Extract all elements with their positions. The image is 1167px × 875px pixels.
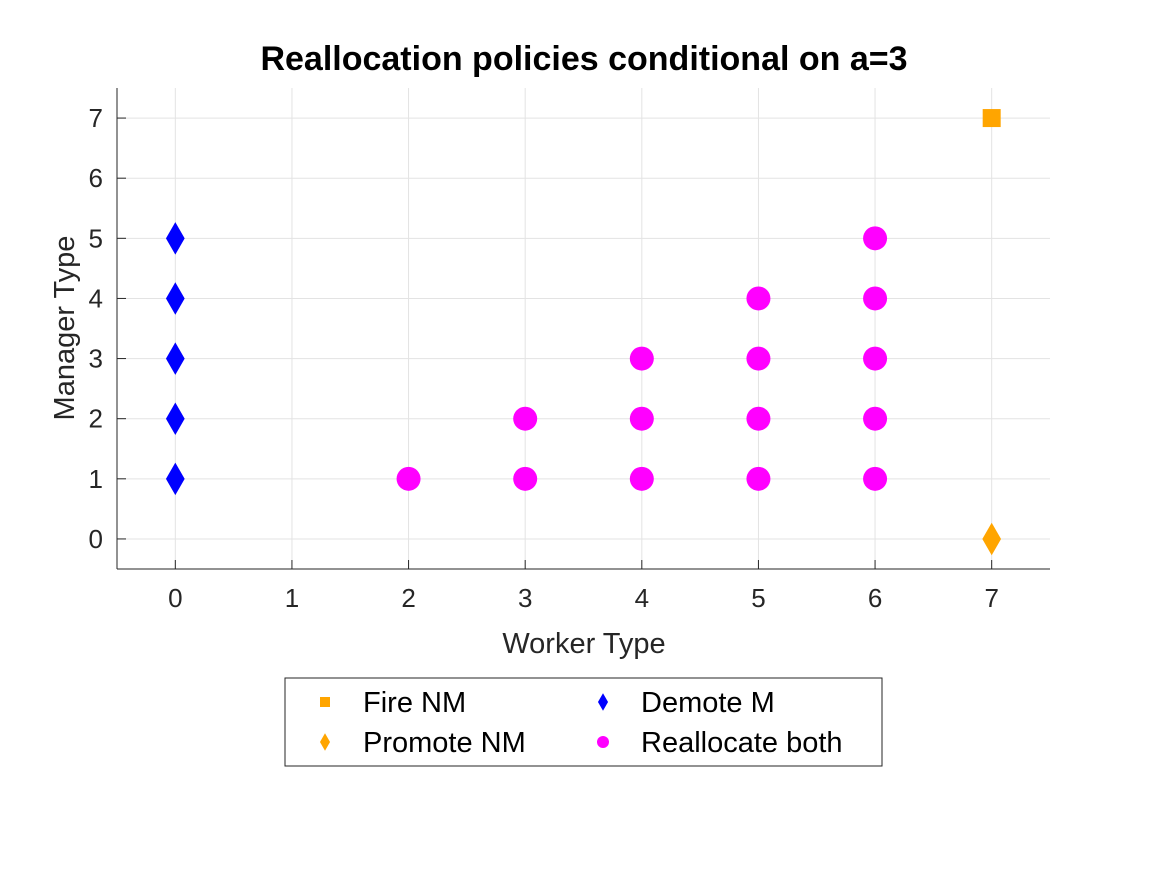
x-axis-label: Worker Type (502, 628, 665, 660)
point-reallocate-both (863, 346, 888, 371)
y-axis-label: Manager Type (49, 236, 81, 421)
x-tick-label: 7 (984, 583, 998, 613)
point-reallocate-both (746, 406, 771, 431)
y-tick-label: 5 (89, 223, 103, 253)
legend-label-demote-m: Demote M (641, 687, 775, 719)
y-tick-label: 0 (89, 524, 103, 554)
point-reallocate-both (513, 406, 538, 431)
point-demote-m (165, 282, 185, 315)
point-fire-nm (982, 109, 1001, 128)
point-reallocate-both (863, 406, 888, 431)
y-tick-label: 1 (89, 464, 103, 494)
y-tick-label: 4 (89, 283, 103, 313)
x-tick-label: 2 (401, 583, 415, 613)
y-tick-label: 6 (89, 163, 103, 193)
point-demote-m (165, 462, 185, 496)
legend-box (284, 677, 883, 767)
point-reallocate-both (746, 286, 771, 311)
x-tick-label: 4 (635, 583, 649, 613)
legend-label-promote-nm: Promote NM (363, 727, 526, 759)
y-tick-label: 2 (89, 404, 103, 434)
legend-marker-demote-m (597, 693, 609, 711)
point-reallocate-both (629, 346, 654, 371)
x-tick-label: 0 (168, 583, 182, 613)
legend-marker-promote-nm (319, 733, 331, 751)
point-reallocate-both (513, 466, 538, 491)
plot-area: 0 1 2 3 4 5 6 7 0 1 2 3 4 5 6 7 (89, 88, 1050, 613)
x-tick-label: 3 (518, 583, 532, 613)
point-reallocate-both (863, 286, 888, 311)
chart-title: Reallocation policies conditional on a=3 (260, 40, 907, 78)
point-promote-nm (982, 522, 1002, 556)
point-reallocate-both (629, 466, 654, 491)
point-demote-m (165, 342, 185, 375)
y-tick-label: 3 (89, 344, 103, 374)
point-demote-m (165, 222, 185, 255)
point-reallocate-both (629, 406, 654, 431)
legend-marker-fire-nm (320, 697, 330, 707)
legend-marker-reallocate-both (597, 736, 609, 748)
legend: Fire NM Promote NM Demote M Reallocate both (284, 677, 883, 767)
point-reallocate-both (746, 346, 771, 371)
y-tick-label: 7 (89, 103, 103, 133)
x-tick-label: 5 (751, 583, 765, 613)
point-reallocate-both (746, 466, 771, 491)
point-reallocate-both (863, 226, 888, 251)
x-tick-label: 6 (868, 583, 882, 613)
point-reallocate-both (863, 466, 888, 491)
x-tick-label: 1 (285, 583, 299, 613)
legend-label-fire-nm: Fire NM (363, 687, 466, 719)
legend-label-reallocate-both: Reallocate both (641, 727, 843, 759)
point-demote-m (165, 402, 185, 435)
point-reallocate-both (396, 466, 421, 491)
